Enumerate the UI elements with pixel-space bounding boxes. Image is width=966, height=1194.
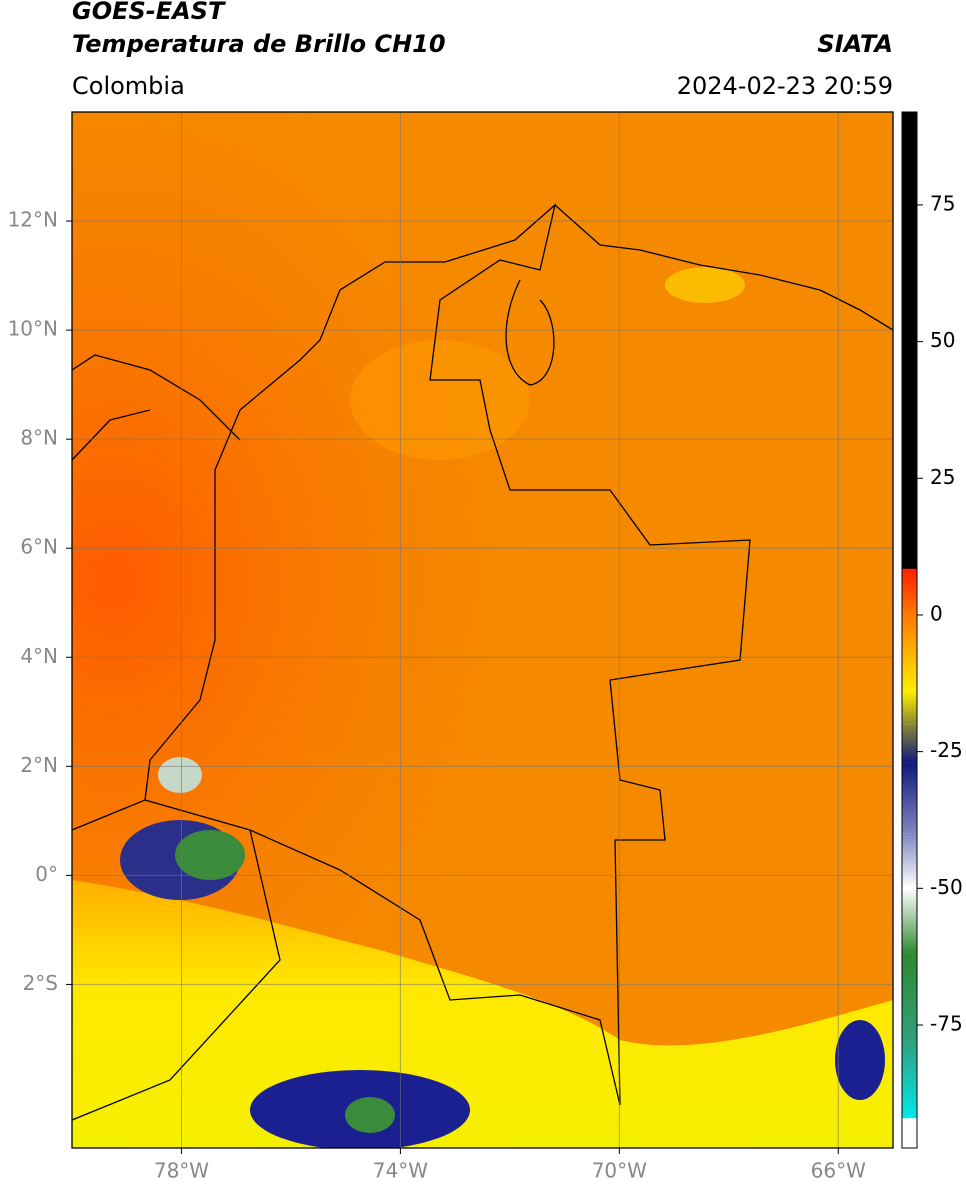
x-tick-label: 70°W <box>592 1159 647 1183</box>
x-tick-label: 66°W <box>811 1159 866 1183</box>
colorbar-tick-label: 25 <box>930 465 955 489</box>
y-tick-label: 2°S <box>23 971 58 995</box>
plot-frame <box>71 111 894 1149</box>
colorbar-segment <box>902 762 917 834</box>
source: SIATA <box>817 30 893 58</box>
y-tick-label: 0° <box>35 862 58 886</box>
colorbar-tick-label: 50 <box>930 328 955 352</box>
colorbar-tick-label: 0 <box>930 601 943 625</box>
colorbar-segment <box>902 953 917 1042</box>
colorbar-segment <box>902 112 917 569</box>
y-tick-label: 12°N <box>8 208 58 232</box>
region: Colombia <box>72 72 185 100</box>
colorbar-segment <box>902 888 917 954</box>
colorbar-segment <box>902 1118 917 1148</box>
borders <box>72 203 893 1121</box>
colorbar-segment <box>902 1117 917 1119</box>
colorbar-segment <box>902 691 917 725</box>
subtitle: Temperatura de Brillo CH10 <box>72 30 446 58</box>
grid: 78°W 74°W 70°W 66°W 12°N 10°N 8°N 6°N 4°N 2°N 0° 2°… <box>8 112 893 1183</box>
colorbar-segment <box>902 1041 917 1118</box>
x-tick-label: 78°W <box>154 1159 209 1183</box>
y-tick-label: 4°N <box>20 644 58 668</box>
colorbar-tick-label: -75 <box>930 1011 963 1035</box>
colorbar-segment <box>902 833 917 889</box>
colorbar-tick-label: 75 <box>930 191 955 215</box>
colorbar-tick-label: -25 <box>930 738 963 762</box>
y-tick-label: 8°N <box>20 426 58 450</box>
colorbar-frame <box>901 111 918 1149</box>
satellite-image <box>72 112 893 1148</box>
y-tick-label: 2°N <box>20 753 58 777</box>
colorbar-segment <box>902 569 917 615</box>
datetime: 2024-02-23 20:59 <box>677 72 893 100</box>
title: GOES-EAST <box>72 0 226 25</box>
colorbar: 75 50 25 0 -25 -50 -75 <box>902 112 963 1148</box>
colorbar-segment <box>902 568 917 570</box>
y-tick-label: 10°N <box>8 317 58 341</box>
colorbar-tick-label: -50 <box>930 875 963 899</box>
colorbar-segment <box>902 724 917 763</box>
colorbar-segment <box>902 614 917 692</box>
y-tick-label: 6°N <box>20 535 58 559</box>
x-tick-label: 74°W <box>373 1159 428 1183</box>
